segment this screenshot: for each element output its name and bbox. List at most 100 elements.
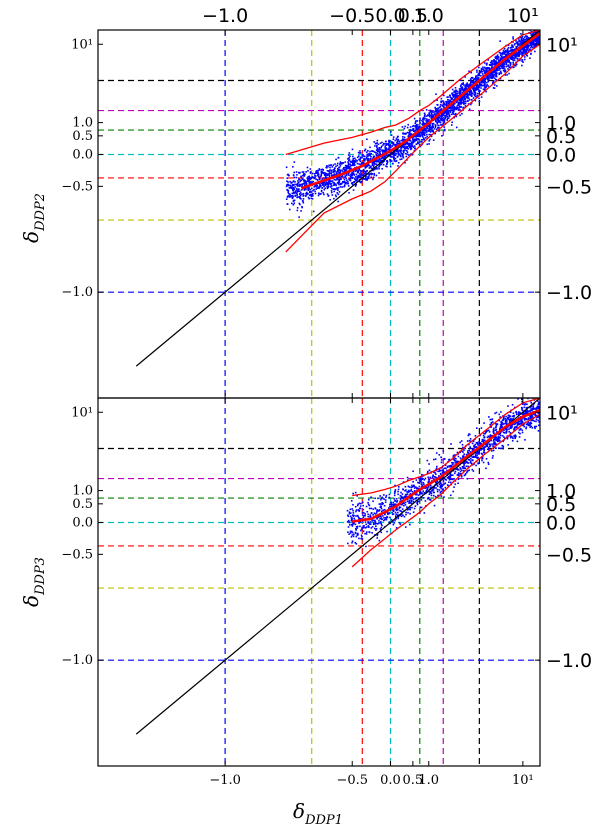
scatter-point [522,40,525,42]
scatter-point [310,197,313,200]
scatter-point [462,101,465,104]
scatter-point [505,60,508,62]
scatter-point [335,173,337,176]
scatter-point [325,173,327,175]
scatter-point [389,155,392,158]
scatter-point [460,106,462,108]
scatter-point [452,107,454,109]
scatter-point [355,169,358,171]
scatter-point [508,428,510,430]
scatter-point [402,488,404,490]
scatter-point [293,188,296,191]
scatter-point [339,170,342,172]
scatter-point [355,515,357,517]
scatter-point [454,90,457,93]
scatter-point [461,87,464,90]
scatter-point [423,139,425,141]
scatter-point [318,177,321,180]
scatter-point [483,69,485,72]
scatter-point [483,446,485,448]
scatter-point [515,40,517,42]
scatter-point [478,90,480,93]
scatter-point [461,450,463,453]
scatter-point [460,474,463,477]
scatter-point [495,71,497,74]
scatter-point [334,163,336,165]
scatter-point [411,142,414,144]
scatter-point [426,497,429,500]
scatter-point [350,530,353,533]
scatter-point [525,418,528,420]
scatter-point [300,210,302,212]
scatter-point [406,143,408,145]
scatter-point [354,185,357,187]
scatter-point [523,47,525,49]
scatter-point [498,72,500,74]
scatter-point [520,420,522,423]
scatter-point [389,505,392,508]
scatter-point [291,192,294,195]
scatter-point [374,160,376,162]
scatter-point [448,481,450,484]
scatter-point [351,525,354,527]
scatter-point [538,39,540,41]
scatter-point [478,444,481,447]
scatter-point [302,194,305,197]
scatter-point [441,104,444,107]
scatter-point [336,176,339,178]
scatter-point [316,174,319,177]
scatter-point [469,461,472,464]
scatter-point [297,181,300,184]
scatter-point [491,418,493,421]
scatter-point [404,161,406,164]
scatter-point [350,518,353,521]
scatter-point [508,56,511,59]
scatter-point [453,108,456,111]
scatter-point [435,119,437,122]
scatter-point [447,110,450,112]
scatter-point [292,192,295,195]
scatter-point [372,523,375,525]
scatter-point [437,110,439,113]
scatter-point [468,433,470,435]
scatter-point [468,93,471,96]
scatter-point [310,177,313,179]
scatter-point [340,178,342,181]
scatter-point [484,70,486,73]
scatter-point [350,174,353,177]
scatter-point [472,89,475,92]
scatter-point [531,419,534,422]
scatter-point [415,143,418,145]
scatter-point [328,180,331,182]
scatter-point [379,517,381,520]
scatter-point [318,186,321,189]
scatter-point [463,449,465,451]
scatter-point [303,180,306,183]
scatter-point [506,74,508,76]
scatter-point [476,86,479,89]
scatter-point [469,457,472,460]
scatter-point [399,154,402,157]
scatter-point [393,504,395,507]
scatter-point [485,467,487,470]
scatter-point [498,60,500,63]
scatter-point [469,93,471,95]
scatter-point [501,444,504,447]
scatter-point [407,511,409,514]
scatter-point [443,496,445,498]
scatter-point [356,532,359,535]
scatter-point [441,469,444,472]
scatter-point [310,182,312,184]
scatter-point [459,92,462,94]
scatter-point [436,488,439,491]
scatter-point [428,493,431,496]
scatter-point [453,94,456,96]
scatter-point [379,505,382,507]
scatter-point [454,92,457,94]
scatter-point [514,422,517,425]
scatter-point [317,171,319,174]
scatter-point [384,150,386,153]
scatter-point [347,173,350,175]
scatter-point [511,54,514,57]
scatter-point [486,71,488,74]
